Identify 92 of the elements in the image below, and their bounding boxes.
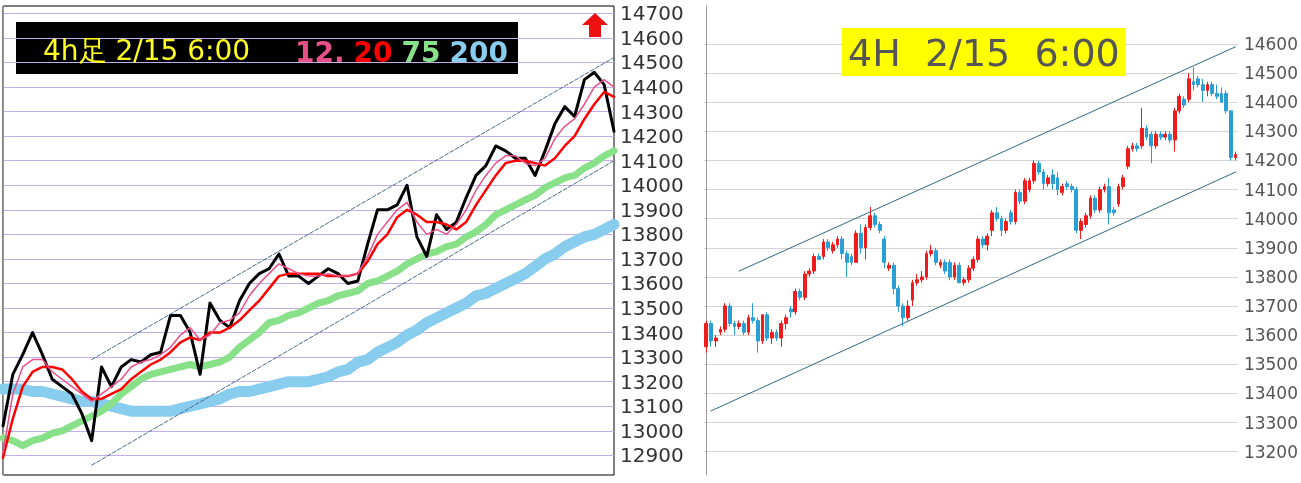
candlestick [1009,209,1013,225]
y-tick-label: 14400 [620,75,684,100]
candlestick [1093,194,1097,214]
candlestick [723,302,727,333]
y-tick-label: 14000 [1243,208,1299,229]
candlestick [747,314,750,336]
candlestick [803,270,807,301]
y-tick-label: 13000 [620,418,684,443]
text: 20 [353,35,393,69]
candlestick [1182,95,1186,109]
candlestick [906,299,910,322]
candlestick [1098,186,1102,214]
candlestick [775,328,778,342]
text: 200 [449,35,508,69]
y-tick-label: 14200 [1243,150,1299,171]
y-tick-label: 13600 [620,271,684,296]
y-tick-label: 14300 [620,99,684,124]
candlestick [957,261,961,284]
candlestick [737,320,741,330]
candlestick [1014,189,1017,225]
candlestick [1154,130,1158,150]
y-tick-label: 13200 [1243,441,1299,462]
candlestick [887,261,891,272]
y-tick-label: 13400 [620,320,684,345]
text: 4h足 2/15 6:00 [43,33,251,67]
candlestick [1135,142,1139,153]
candlestick [1168,130,1172,144]
y-tick-label: 14100 [620,148,684,173]
text: 4H 2/15 6:00 [848,31,1120,75]
candlestick [1023,177,1027,205]
y-tick-label: 14600 [620,25,684,50]
candlestick [1060,183,1064,196]
text: 12. [295,35,345,69]
y-tick-label: 14000 [620,173,684,198]
candlestick [789,305,793,319]
y-tick-label: 13300 [1243,412,1299,433]
y-tick-label: 13900 [620,197,684,222]
y-tick-label: 13700 [1243,296,1299,317]
candlestick [1163,130,1167,141]
candlestick [854,229,858,263]
candlestick [817,253,821,260]
y-tick-label: 13200 [620,369,684,394]
candlestick [770,328,774,345]
candlestick [798,288,802,301]
candlestick [714,334,718,348]
candlestick [1234,151,1237,161]
y-tick-label: 14700 [620,1,684,26]
y-tick-label: 13500 [620,296,684,321]
y-tick-label: 13700 [620,246,684,271]
candlestick [985,232,989,252]
candlestick [793,288,797,316]
y-tick-label: 14500 [1243,63,1299,83]
candlestick [1187,72,1191,103]
candlestick [1018,189,1022,205]
candlestick [990,209,994,237]
y-tick-label: 14400 [1243,92,1299,113]
y-tick-label: 14100 [1243,179,1299,200]
text: 75 [401,35,441,69]
candlestick [765,311,769,342]
y-tick-label: 13600 [1243,325,1299,346]
candlestick [1051,168,1055,191]
candlestick [981,235,985,249]
y-tick-label: 14600 [1243,33,1299,54]
candlestick [1140,107,1144,150]
candlestick [1074,186,1078,234]
candlestick [1004,218,1008,234]
y-tick-label: 12900 [620,443,684,468]
candlestick [1159,130,1163,141]
candlestick [1046,174,1050,188]
candlestick [1126,145,1130,170]
y-tick-label: 14200 [620,124,684,149]
y-tick-label: 13400 [1243,383,1299,404]
candlestick [742,320,746,336]
candlestick [822,238,825,260]
candlestick [826,238,830,252]
y-tick-label: 13900 [1243,237,1299,258]
candlestick [939,258,942,269]
y-tick-label: 14300 [1243,121,1299,142]
candlestick [953,261,956,281]
y-tick-label: 14500 [620,50,684,75]
candlestick [934,247,938,266]
y-tick-label: 13800 [1243,266,1299,287]
y-tick-label: 13800 [620,222,684,247]
y-tick-label: 13500 [1243,354,1299,375]
candlestick [761,314,764,345]
y-tick-label: 13300 [620,345,684,370]
candlestick [859,223,863,255]
y-tick-label: 13100 [620,394,684,419]
candlestick [882,235,886,269]
candlestick [704,320,708,354]
candlestick [1206,81,1209,97]
candlestick [709,320,713,348]
